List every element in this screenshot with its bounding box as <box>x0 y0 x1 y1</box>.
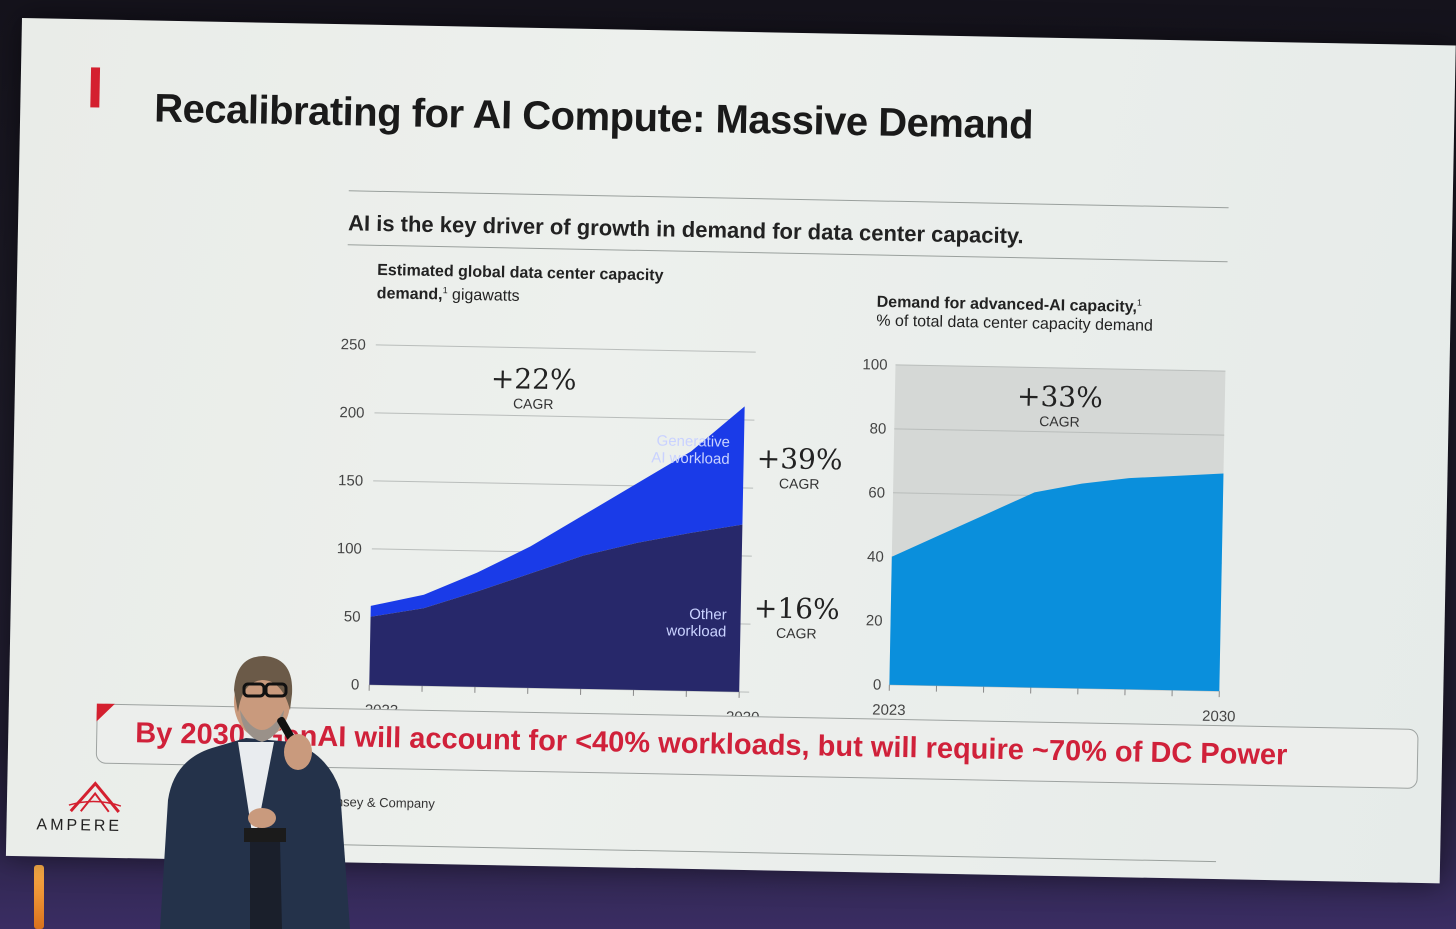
ampere-logo-mark <box>68 781 122 813</box>
presentation-slide: Recalibrating for AI Compute: Massive De… <box>5 18 1456 884</box>
chart-advanced-ai-share: 0 20 40 60 80 100 2023 2030 +33%CAGR <box>862 356 1235 725</box>
presenter <box>160 656 350 929</box>
ampere-logo: AMPERE <box>36 778 147 840</box>
chart2-title-line2: % of total data center capacity demand <box>876 312 1154 336</box>
footer-divider <box>336 844 1217 863</box>
y-tick-label: 250 <box>341 336 366 353</box>
cagr-total-value: +22% <box>491 362 577 397</box>
title-divider <box>348 190 1229 209</box>
cagr-advanced-value: +33% <box>1017 380 1103 415</box>
x-tick-label: 2030 <box>1202 708 1236 726</box>
series-area-generative-ai <box>370 406 745 617</box>
cagr-other-label: CAGR <box>776 625 817 642</box>
y-tick-label: 0 <box>351 676 360 693</box>
accent-bar <box>90 67 101 108</box>
series-label-generative-line1: Generative <box>656 432 730 450</box>
chart2-title-footnote: 1 <box>1136 297 1143 308</box>
series-label-generative-line2: AI workload <box>651 449 730 468</box>
subtitle-divider <box>347 244 1228 263</box>
y-tick-label: 50 <box>344 608 361 625</box>
series-label-other-line2: workload <box>665 622 726 640</box>
stage-light <box>34 865 44 929</box>
series-area-advanced-ai <box>889 473 1224 692</box>
chart2-title: Demand for advanced-AI capacity,1 % of t… <box>876 288 1153 336</box>
cagr-generative-value: +39% <box>757 442 843 477</box>
y-tick-label: 80 <box>869 420 886 437</box>
y-tick-label: 200 <box>339 404 364 421</box>
y-gridline <box>895 364 1226 372</box>
cagr-other-value: +16% <box>754 591 840 626</box>
cagr-total-label: CAGR <box>513 395 554 412</box>
chart-datacenter-demand: 05010015020025020232030GenerativeAI work… <box>337 336 843 726</box>
cagr-generative-label: CAGR <box>779 475 820 492</box>
chart1-title-bold: demand, <box>376 285 443 304</box>
y-tick-label: 100 <box>337 540 362 557</box>
cagr-advanced-label: CAGR <box>1039 413 1080 430</box>
y-tick-label: 100 <box>862 356 887 373</box>
slide-subtitle: AI is the key driver of growth in demand… <box>347 210 1024 249</box>
y-tick-label: 20 <box>866 612 883 629</box>
series-area-other-workload <box>369 524 743 692</box>
chart1-title: Estimated global data center capacity de… <box>377 261 664 309</box>
y-gridline <box>375 344 756 353</box>
y-tick-label: 0 <box>873 676 882 693</box>
slide-title: Recalibrating for AI Compute: Massive De… <box>153 86 1034 148</box>
ampere-logo-text: AMPERE <box>36 816 123 836</box>
y-tick-label: 150 <box>338 472 363 489</box>
y-gridline <box>894 428 1225 436</box>
y-tick-label: 40 <box>867 548 884 565</box>
callout-corner-mark <box>96 703 115 722</box>
series-label-other-line1: Other <box>689 606 727 624</box>
y-gridline <box>374 412 755 421</box>
chart1-title-unit: gigawatts <box>447 286 520 305</box>
x-tick-label: 2023 <box>872 701 906 719</box>
y-tick-label: 60 <box>868 484 885 501</box>
